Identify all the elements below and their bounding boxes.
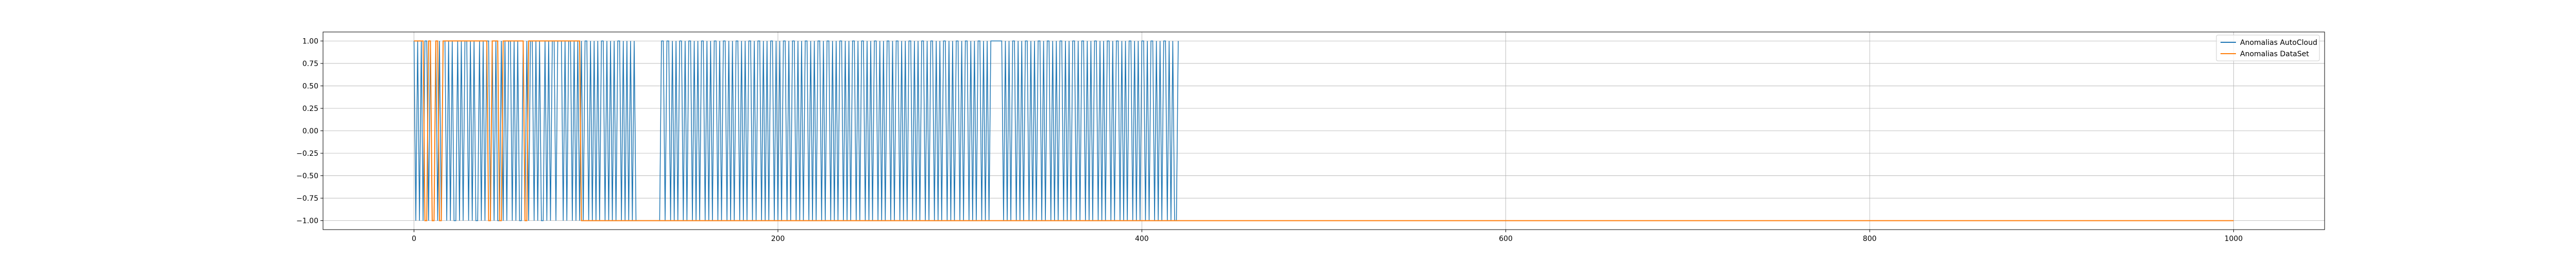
y-tick-label: 0.00	[302, 127, 318, 136]
x-axis: 0 200 400 600 800 1000	[412, 230, 2243, 243]
x-tick-label: 600	[1499, 235, 1513, 243]
legend-box	[2216, 35, 2320, 61]
x-tick-label: 400	[1135, 235, 1149, 243]
y-tick-label: 0.50	[302, 82, 318, 90]
y-tick-label: −1.00	[296, 217, 318, 225]
plot-area: 0 200 400 600 800 1000 1.00 0.75 0.50 0.25 0.00 −0…	[296, 31, 2325, 243]
y-tick-label: 0.25	[302, 105, 318, 113]
series-line-dataset	[414, 40, 2234, 221]
x-tick-label: 800	[1863, 235, 1877, 243]
x-tick-label: 0	[412, 235, 416, 243]
y-tick-label: 0.75	[302, 60, 318, 68]
legend-label-dataset: Anomalias DataSet	[2240, 50, 2309, 58]
y-tick-label: −0.75	[296, 195, 318, 203]
legend: Anomalias AutoCloud Anomalias DataSet	[2216, 35, 2320, 61]
series-layer	[413, 40, 2234, 221]
y-tick-label: −0.50	[296, 172, 318, 181]
y-tick-label: 1.00	[302, 37, 318, 45]
y-tick-label: −0.25	[296, 150, 318, 158]
x-tick-label: 1000	[2225, 235, 2243, 243]
legend-label-autocloud: Anomalias AutoCloud	[2240, 39, 2317, 47]
x-tick-label: 200	[771, 235, 785, 243]
y-axis: 1.00 0.75 0.50 0.25 0.00 −0.25 −0.50 −0.75 −1.00	[296, 37, 323, 225]
